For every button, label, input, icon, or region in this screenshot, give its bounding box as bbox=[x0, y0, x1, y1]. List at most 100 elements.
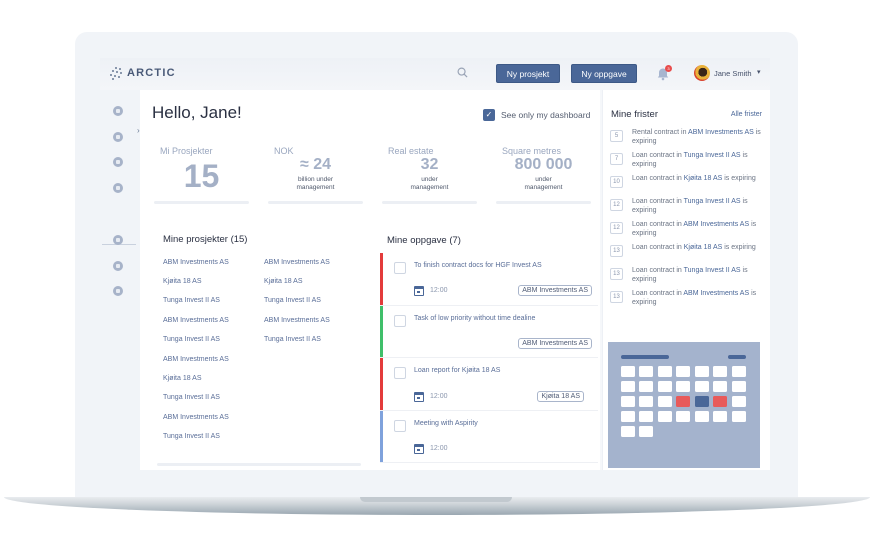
project-link[interactable]: ABM Investments AS bbox=[163, 259, 229, 266]
company-link[interactable]: ABM Investments AS bbox=[688, 129, 754, 136]
stat-sub: management bbox=[296, 184, 335, 191]
calendar-day[interactable] bbox=[732, 411, 746, 422]
calendar-nav-bar[interactable] bbox=[728, 355, 746, 359]
calendar-day[interactable] bbox=[621, 366, 635, 377]
calendar-day[interactable] bbox=[639, 426, 653, 437]
calendar-day[interactable] bbox=[639, 396, 653, 407]
project-link[interactable]: ABM Investments AS bbox=[264, 317, 330, 324]
company-link[interactable]: Kjøita 18 AS bbox=[683, 175, 723, 182]
deadline-text: Loan contract in Kjøita 18 AS is expirin… bbox=[632, 244, 756, 251]
calendar-day[interactable] bbox=[695, 381, 709, 392]
calendar-day[interactable] bbox=[658, 396, 672, 407]
calendar-day[interactable] bbox=[676, 411, 690, 422]
calendar-day[interactable] bbox=[695, 411, 709, 422]
sidebar-item-3-icon[interactable] bbox=[113, 157, 123, 167]
task-checkbox[interactable] bbox=[394, 420, 406, 432]
project-link[interactable]: Tunga Invest II AS bbox=[163, 394, 220, 401]
calendar-day[interactable] bbox=[695, 366, 709, 377]
task-checkbox[interactable] bbox=[394, 315, 406, 327]
calendar-day[interactable] bbox=[639, 366, 653, 377]
calendar-day[interactable] bbox=[713, 411, 727, 422]
deadline-text: Loan contract in Tunga Invest II AS is e… bbox=[632, 198, 748, 214]
project-link[interactable]: ABM Investments AS bbox=[163, 317, 229, 324]
task-item[interactable]: To finish contract docs for HGF Invest A… bbox=[380, 253, 598, 306]
project-link[interactable]: ABM Investments AS bbox=[163, 414, 229, 421]
calendar-day[interactable] bbox=[658, 381, 672, 392]
all-deadlines-link[interactable]: Alle frister bbox=[730, 111, 762, 118]
sidebar-item-6-icon[interactable] bbox=[113, 261, 123, 271]
calendar-month-bar bbox=[621, 355, 669, 359]
sidebar-item-4-icon[interactable] bbox=[113, 183, 123, 193]
task-item[interactable]: Loan report for Kjøita 18 AS 12:00 Kjøit… bbox=[380, 358, 598, 411]
calendar-widget[interactable] bbox=[608, 342, 760, 468]
sidebar-item-5-icon[interactable] bbox=[113, 235, 123, 245]
task-item[interactable]: Task of low priority without time dealin… bbox=[380, 306, 598, 358]
sidebar: › bbox=[100, 90, 140, 470]
calendar-day[interactable] bbox=[713, 366, 727, 377]
company-link[interactable]: Kjøita 18 AS bbox=[683, 244, 723, 251]
task-tag[interactable]: Kjøita 18 AS bbox=[537, 391, 584, 402]
task-checkbox[interactable] bbox=[394, 262, 406, 274]
calendar-day[interactable] bbox=[621, 411, 635, 422]
sidebar-item-2-icon[interactable] bbox=[113, 132, 123, 142]
calendar-day[interactable] bbox=[621, 426, 635, 437]
new-project-button[interactable]: Ny prosjekt bbox=[496, 64, 560, 83]
project-link[interactable]: Tunga Invest II AS bbox=[163, 433, 220, 440]
sidebar-item-1-icon[interactable] bbox=[113, 106, 123, 116]
project-link[interactable]: Tunga Invest II AS bbox=[163, 336, 220, 343]
task-title[interactable]: Task of low priority without time dealin… bbox=[414, 315, 536, 322]
calendar-day[interactable] bbox=[621, 396, 635, 407]
task-checkbox[interactable] bbox=[394, 367, 406, 379]
project-link[interactable]: Kjøita 18 AS bbox=[264, 278, 303, 285]
task-title[interactable]: To finish contract docs for HGF Invest A… bbox=[414, 262, 542, 269]
task-title[interactable]: Loan report for Kjøita 18 AS bbox=[414, 367, 501, 374]
calendar-day[interactable] bbox=[732, 396, 746, 407]
project-link[interactable]: Tunga Invest II AS bbox=[264, 336, 321, 343]
project-link[interactable]: Tunga Invest II AS bbox=[264, 297, 321, 304]
dashboard-checkbox[interactable]: ✓ bbox=[483, 109, 495, 121]
calendar-day[interactable] bbox=[732, 366, 746, 377]
sidebar-item-7-icon[interactable] bbox=[113, 286, 123, 296]
calendar-day[interactable] bbox=[639, 411, 653, 422]
task-title[interactable]: Meeting with Aspirity bbox=[414, 420, 478, 427]
calendar-day-deadline[interactable] bbox=[713, 396, 727, 407]
search-icon[interactable] bbox=[457, 67, 468, 78]
calendar-day[interactable] bbox=[658, 411, 672, 422]
dashboard-checkbox-label[interactable]: See only my dashboard bbox=[501, 110, 591, 120]
project-link[interactable]: Kjøita 18 AS bbox=[163, 278, 202, 285]
task-item[interactable]: Meeting with Aspirity 12:00 bbox=[380, 411, 598, 463]
top-bar: ARCTIC Ny prosjekt Ny oppgave 3 Jane Smi… bbox=[100, 58, 770, 90]
project-link[interactable]: ABM Investments AS bbox=[264, 259, 330, 266]
calendar-day-today[interactable] bbox=[695, 396, 709, 407]
calendar-day[interactable] bbox=[732, 381, 746, 392]
company-link[interactable]: Tunga Invest II AS bbox=[683, 152, 741, 159]
company-link[interactable]: ABM Investments AS bbox=[683, 221, 750, 228]
project-link[interactable]: Tunga Invest II AS bbox=[163, 297, 220, 304]
company-link[interactable]: Tunga Invest II AS bbox=[683, 198, 741, 205]
task-tag[interactable]: ABM Investments AS bbox=[518, 338, 592, 349]
avatar[interactable] bbox=[694, 65, 710, 81]
project-link[interactable]: ABM Investments AS bbox=[163, 356, 229, 363]
calendar-day[interactable] bbox=[676, 381, 690, 392]
projects-panel-edge bbox=[157, 463, 361, 466]
calendar-day[interactable] bbox=[658, 366, 672, 377]
new-task-button[interactable]: Ny oppgave bbox=[571, 64, 637, 83]
deadline-text: Rental contract in ABM Investments AS is… bbox=[632, 129, 761, 145]
calendar-day[interactable] bbox=[676, 366, 690, 377]
stat-value: ≈ 24 bbox=[299, 156, 332, 173]
calendar-day[interactable] bbox=[713, 381, 727, 392]
company-link[interactable]: Tunga Invest II AS bbox=[683, 267, 741, 274]
calendar-day[interactable] bbox=[639, 381, 653, 392]
calendar-day[interactable] bbox=[621, 381, 635, 392]
task-tag[interactable]: ABM Investments AS bbox=[518, 285, 592, 296]
task-time: 12:00 bbox=[430, 445, 448, 452]
company-link[interactable]: ABM Investments AS bbox=[683, 290, 750, 297]
calendar-icon bbox=[414, 444, 424, 454]
calendar-day-deadline[interactable] bbox=[676, 396, 690, 407]
calendar-icon bbox=[414, 392, 424, 402]
project-link[interactable]: Kjøita 18 AS bbox=[163, 375, 202, 382]
user-name[interactable]: Jane Smith bbox=[714, 69, 752, 78]
sidebar-expand-icon[interactable]: › bbox=[137, 126, 140, 135]
logo[interactable]: ARCTIC bbox=[110, 67, 176, 80]
chevron-down-icon[interactable]: ▾ bbox=[757, 69, 761, 76]
